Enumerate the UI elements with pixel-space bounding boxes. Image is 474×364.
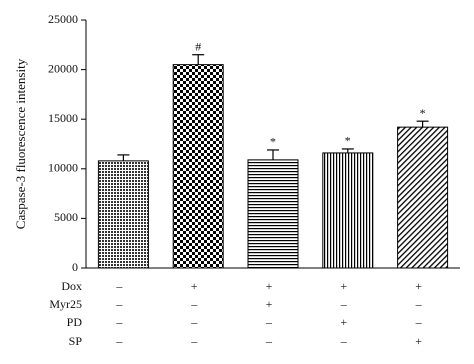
- table-cell: –: [115, 334, 123, 348]
- table-cell: –: [265, 315, 273, 329]
- bar: [97, 160, 149, 269]
- table-cell: –: [340, 297, 348, 311]
- table-cell: –: [115, 315, 123, 329]
- table-cell: –: [415, 297, 423, 311]
- y-tick-label: 25000: [48, 12, 78, 26]
- y-tick-label: 20000: [48, 61, 78, 75]
- table-cell: +: [266, 297, 273, 311]
- y-axis-label: Caspase-3 fluorescence intensity: [13, 58, 28, 229]
- bar: [172, 64, 224, 269]
- error-bar: [267, 149, 279, 160]
- error-bar: [192, 54, 205, 65]
- table-cell: +: [415, 334, 422, 348]
- table-cell: –: [190, 297, 198, 311]
- table-cell: –: [265, 334, 273, 348]
- error-bar: [117, 154, 130, 161]
- significance-marker: *: [270, 135, 276, 149]
- table-cell: +: [415, 279, 422, 293]
- table-cell: +: [266, 279, 273, 293]
- y-tick-label: 0: [72, 260, 78, 274]
- significance-marker: #: [195, 39, 201, 53]
- y-tick-label: 15000: [48, 111, 78, 125]
- bar: [247, 159, 299, 269]
- significance-marker: *: [420, 106, 426, 120]
- error-bar: [416, 120, 429, 128]
- significance-marker: *: [345, 134, 351, 148]
- table-cell: +: [340, 279, 347, 293]
- table-cell: +: [191, 279, 198, 293]
- row-label: Myr25: [49, 297, 82, 311]
- y-tick-label: 10000: [48, 161, 78, 175]
- row-label: PD: [67, 315, 83, 329]
- row-label: Dox: [61, 279, 82, 293]
- table-cell: –: [340, 334, 348, 348]
- y-tick-label: 5000: [54, 210, 78, 224]
- error-bar: [341, 148, 354, 153]
- bar: [397, 126, 449, 269]
- table-cell: –: [190, 334, 198, 348]
- row-label: SP: [69, 334, 83, 348]
- table-cell: +: [340, 315, 347, 329]
- table-cell: –: [415, 315, 423, 329]
- bar: [322, 152, 374, 269]
- table-cell: –: [115, 297, 123, 311]
- table-cell: –: [115, 279, 123, 293]
- table-cell: –: [190, 315, 198, 329]
